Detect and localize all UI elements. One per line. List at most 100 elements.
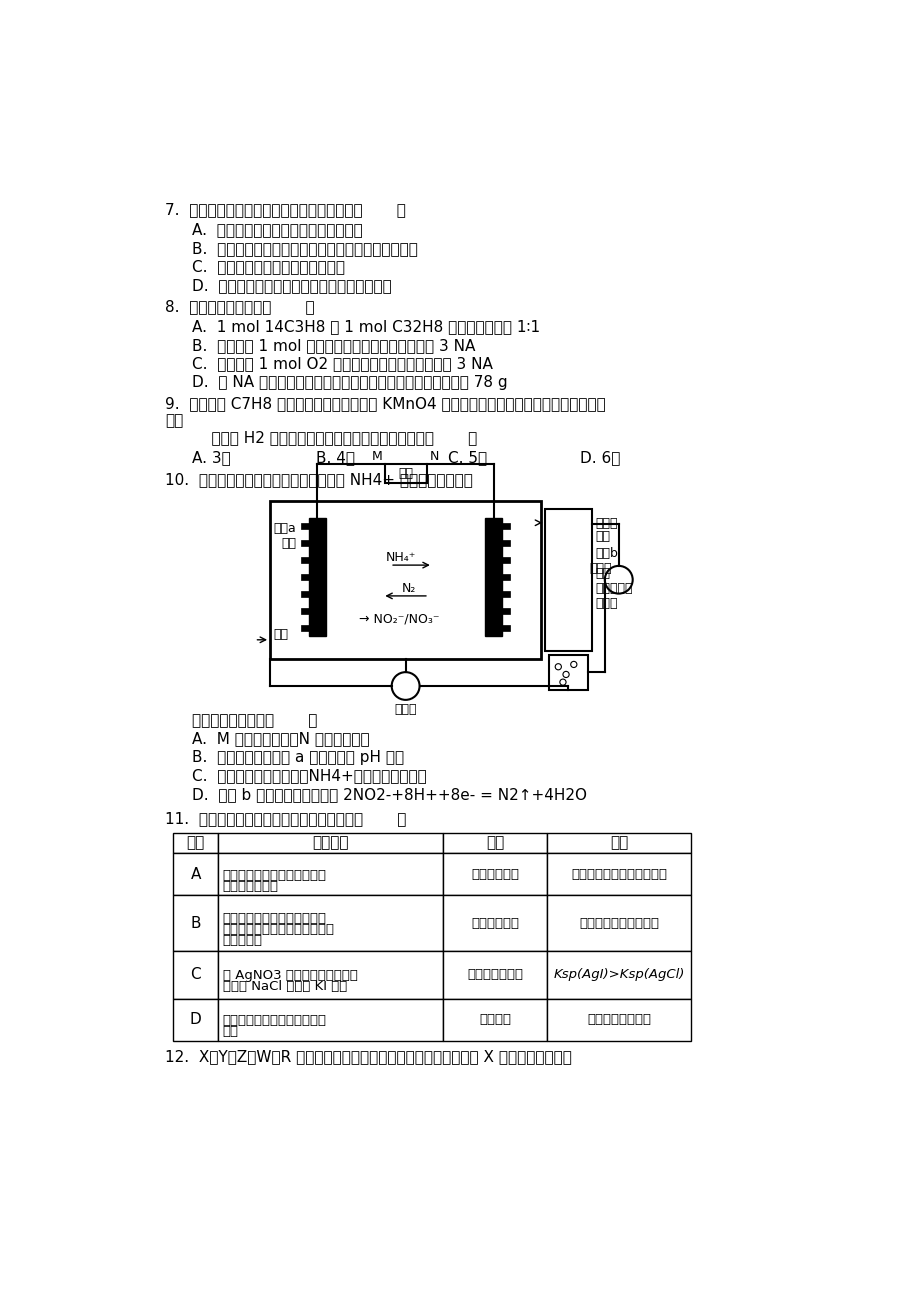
Text: 选项: 选项 bbox=[187, 836, 205, 850]
Text: B. 4种: B. 4种 bbox=[316, 450, 355, 465]
Text: 溶液褪色: 溶液褪色 bbox=[479, 1013, 511, 1026]
Bar bbox=[547, 853, 690, 896]
Text: 没有明显现象: 没有明显现象 bbox=[471, 867, 518, 880]
Bar bbox=[549, 655, 587, 690]
Bar bbox=[173, 833, 218, 853]
Text: 11.  下列实验步骤、现象及结论均正确的是（       ）: 11. 下列实验步骤、现象及结论均正确的是（ ） bbox=[165, 811, 406, 827]
Text: 亚硫酸酸性强于次氯酸: 亚硫酸酸性强于次氯酸 bbox=[578, 917, 658, 930]
Text: C.  装置内工作温度越高，NH4+的脱除率一定越大: C. 装置内工作温度越高，NH4+的脱除率一定越大 bbox=[192, 768, 426, 784]
Text: 向 AgNO3 溶液中加入等浓度等: 向 AgNO3 溶液中加入等浓度等 bbox=[222, 970, 357, 983]
Text: B.  装置工作时，电极 a 周围溶液的 pH 降低: B. 装置工作时，电极 a 周围溶液的 pH 降低 bbox=[192, 750, 404, 764]
Bar bbox=[502, 540, 510, 546]
Text: C: C bbox=[190, 967, 200, 982]
Text: 亚硫酸滴入碳酸钠溶液中产生: 亚硫酸滴入碳酸钠溶液中产生 bbox=[222, 913, 326, 926]
Text: A.  植物油经过物理加工可得到人造奶油: A. 植物油经过物理加工可得到人造奶油 bbox=[192, 223, 363, 237]
Text: D. 6种: D. 6种 bbox=[579, 450, 619, 465]
Bar bbox=[301, 591, 309, 598]
Bar bbox=[502, 523, 510, 529]
Bar bbox=[309, 518, 325, 635]
Text: 电极a: 电极a bbox=[274, 522, 296, 535]
Text: 在生锈的铁制品表面滴加适量: 在生锈的铁制品表面滴加适量 bbox=[222, 868, 326, 881]
Text: N₂: N₂ bbox=[402, 582, 415, 595]
Bar bbox=[485, 518, 502, 635]
Bar bbox=[173, 999, 218, 1042]
Text: 废水: 废水 bbox=[274, 629, 289, 642]
Circle shape bbox=[562, 672, 569, 677]
Bar bbox=[502, 557, 510, 562]
Text: 现象: 现象 bbox=[485, 836, 504, 850]
Bar bbox=[301, 608, 309, 615]
Text: 9.  分子式为 C7H8 的某有机物，它能使酸性 KMnO4 溶液褪色，但不能与溴水反应。在一定条: 9. 分子式为 C7H8 的某有机物，它能使酸性 KMnO4 溶液褪色，但不能与… bbox=[165, 397, 606, 411]
Text: 电源: 电源 bbox=[398, 467, 413, 480]
Bar bbox=[442, 896, 547, 950]
Text: A. 3种: A. 3种 bbox=[192, 450, 231, 465]
Circle shape bbox=[604, 566, 632, 594]
Text: 件下与 H2 完全加成，加成后产物的一氯代物共有（       ）: 件下与 H2 完全加成，加成后产物的一氯代物共有（ ） bbox=[192, 431, 477, 445]
Text: M: M bbox=[371, 449, 382, 462]
Text: Ksp(AgI)>Ksp(AgCl): Ksp(AgI)>Ksp(AgCl) bbox=[553, 969, 684, 982]
Text: 浓氯化铵溶液与铁锈不反应: 浓氯化铵溶液与铁锈不反应 bbox=[571, 867, 666, 880]
Bar bbox=[545, 509, 591, 651]
Text: 细菌: 细菌 bbox=[281, 538, 296, 551]
Text: A.  1 mol 14C3H8 与 1 mol C32H8 的中子数之比为 1∶1: A. 1 mol 14C3H8 与 1 mol C32H8 的中子数之比为 1∶… bbox=[192, 319, 540, 335]
Text: 定条: 定条 bbox=[165, 414, 184, 428]
Text: A.  M 为电源的负极，N 为电源的正极: A. M 为电源的负极，N 为电源的正极 bbox=[192, 732, 369, 746]
Bar bbox=[301, 540, 309, 546]
Text: D.  棉、麻、丝充分燃烧都会产生二氧化碳和水: D. 棉、麻、丝充分燃烧都会产生二氧化碳和水 bbox=[192, 277, 391, 293]
Text: N: N bbox=[429, 449, 438, 462]
Bar bbox=[547, 896, 690, 950]
Bar bbox=[502, 574, 510, 581]
Text: 电极b: 电极b bbox=[595, 547, 618, 560]
Bar bbox=[442, 950, 547, 999]
Bar bbox=[547, 833, 690, 853]
Text: 7.  化学与生活密切相关。下列说法错误的是（       ）: 7. 化学与生活密切相关。下列说法错误的是（ ） bbox=[165, 202, 406, 217]
Text: 下列说法正确的是（       ）: 下列说法正确的是（ ） bbox=[192, 713, 318, 728]
Text: B.  在养鸡场鸡舍周围撒适量生石灰，可起到消毒作用: B. 在养鸡场鸡舍周围撒适量生石灰，可起到消毒作用 bbox=[192, 241, 418, 256]
Circle shape bbox=[391, 672, 419, 700]
Text: 细菌: 细菌 bbox=[595, 566, 610, 579]
Text: 次氯酸钙中: 次氯酸钙中 bbox=[222, 934, 263, 947]
Text: 填料: 填料 bbox=[595, 530, 610, 543]
Text: C. 5种: C. 5种 bbox=[448, 450, 487, 465]
Text: 实验步骤: 实验步骤 bbox=[312, 836, 348, 850]
Bar bbox=[301, 523, 309, 529]
Bar bbox=[301, 625, 309, 631]
Bar bbox=[173, 853, 218, 896]
Text: 传感器: 传感器 bbox=[595, 598, 618, 611]
Bar bbox=[547, 999, 690, 1042]
Text: C.  足量钠与 1 mol O2 完全反应，转移电子数可能为 3 NA: C. 足量钠与 1 mol O2 完全反应，转移电子数可能为 3 NA bbox=[192, 357, 493, 371]
Text: 产生白色沉淀: 产生白色沉淀 bbox=[471, 917, 518, 930]
Bar bbox=[502, 591, 510, 598]
Text: A: A bbox=[190, 867, 200, 881]
Text: → NO₂⁻/NO₃⁻: → NO₂⁻/NO₃⁻ bbox=[358, 613, 439, 626]
Bar bbox=[547, 950, 690, 999]
Text: 该气体一定为乙烯: 该气体一定为乙烯 bbox=[586, 1013, 651, 1026]
Bar bbox=[301, 574, 309, 581]
Circle shape bbox=[554, 664, 561, 669]
Bar bbox=[442, 833, 547, 853]
Text: 8.  下列叙述正确的是（       ）: 8. 下列叙述正确的是（ ） bbox=[165, 299, 314, 315]
Bar bbox=[502, 625, 510, 631]
Bar bbox=[218, 853, 442, 896]
Text: 气体流量计: 气体流量计 bbox=[595, 582, 632, 595]
Text: 先生成黄色沉淀: 先生成黄色沉淀 bbox=[467, 969, 523, 982]
Bar bbox=[442, 853, 547, 896]
Text: B.  足量铁与 1 mol 氯气完全反应，转移的电子数为 3 NA: B. 足量铁与 1 mol 氯气完全反应，转移的电子数为 3 NA bbox=[192, 339, 475, 353]
Text: D: D bbox=[189, 1012, 201, 1027]
Text: D.  电极 b 上发生的反应之一为 2NO2-+8H++8e- = N2↑+4H2O: D. 电极 b 上发生的反应之一为 2NO2-+8H++8e- = N2↑+4H… bbox=[192, 786, 587, 802]
Text: 的浓氯化铵溶液: 的浓氯化铵溶液 bbox=[222, 880, 278, 893]
Text: 二氧化碳气体，将二氧化碳通入: 二氧化碳气体，将二氧化碳通入 bbox=[222, 923, 335, 936]
Bar bbox=[218, 950, 442, 999]
Text: 结论: 结论 bbox=[609, 836, 628, 850]
Text: C.  活性炭为糖浆脱色属于物理变化: C. 活性炭为糖浆脱色属于物理变化 bbox=[192, 259, 346, 275]
Text: 体积的 NaCl 溶液和 KI 溶液: 体积的 NaCl 溶液和 KI 溶液 bbox=[222, 980, 346, 993]
Bar bbox=[218, 833, 442, 853]
Bar bbox=[502, 608, 510, 615]
Bar bbox=[218, 896, 442, 950]
Text: 出水口: 出水口 bbox=[595, 517, 618, 530]
Bar bbox=[218, 999, 442, 1042]
Text: NH₄⁺: NH₄⁺ bbox=[386, 551, 416, 564]
Text: 12.  X、Y、Z、W、R 为原子序数依次增大的短周期主族元素。其中 X 元素原子的最外层: 12. X、Y、Z、W、R 为原子序数依次增大的短周期主族元素。其中 X 元素原… bbox=[165, 1048, 572, 1064]
Text: 液中: 液中 bbox=[222, 1025, 238, 1038]
Bar bbox=[301, 557, 309, 562]
